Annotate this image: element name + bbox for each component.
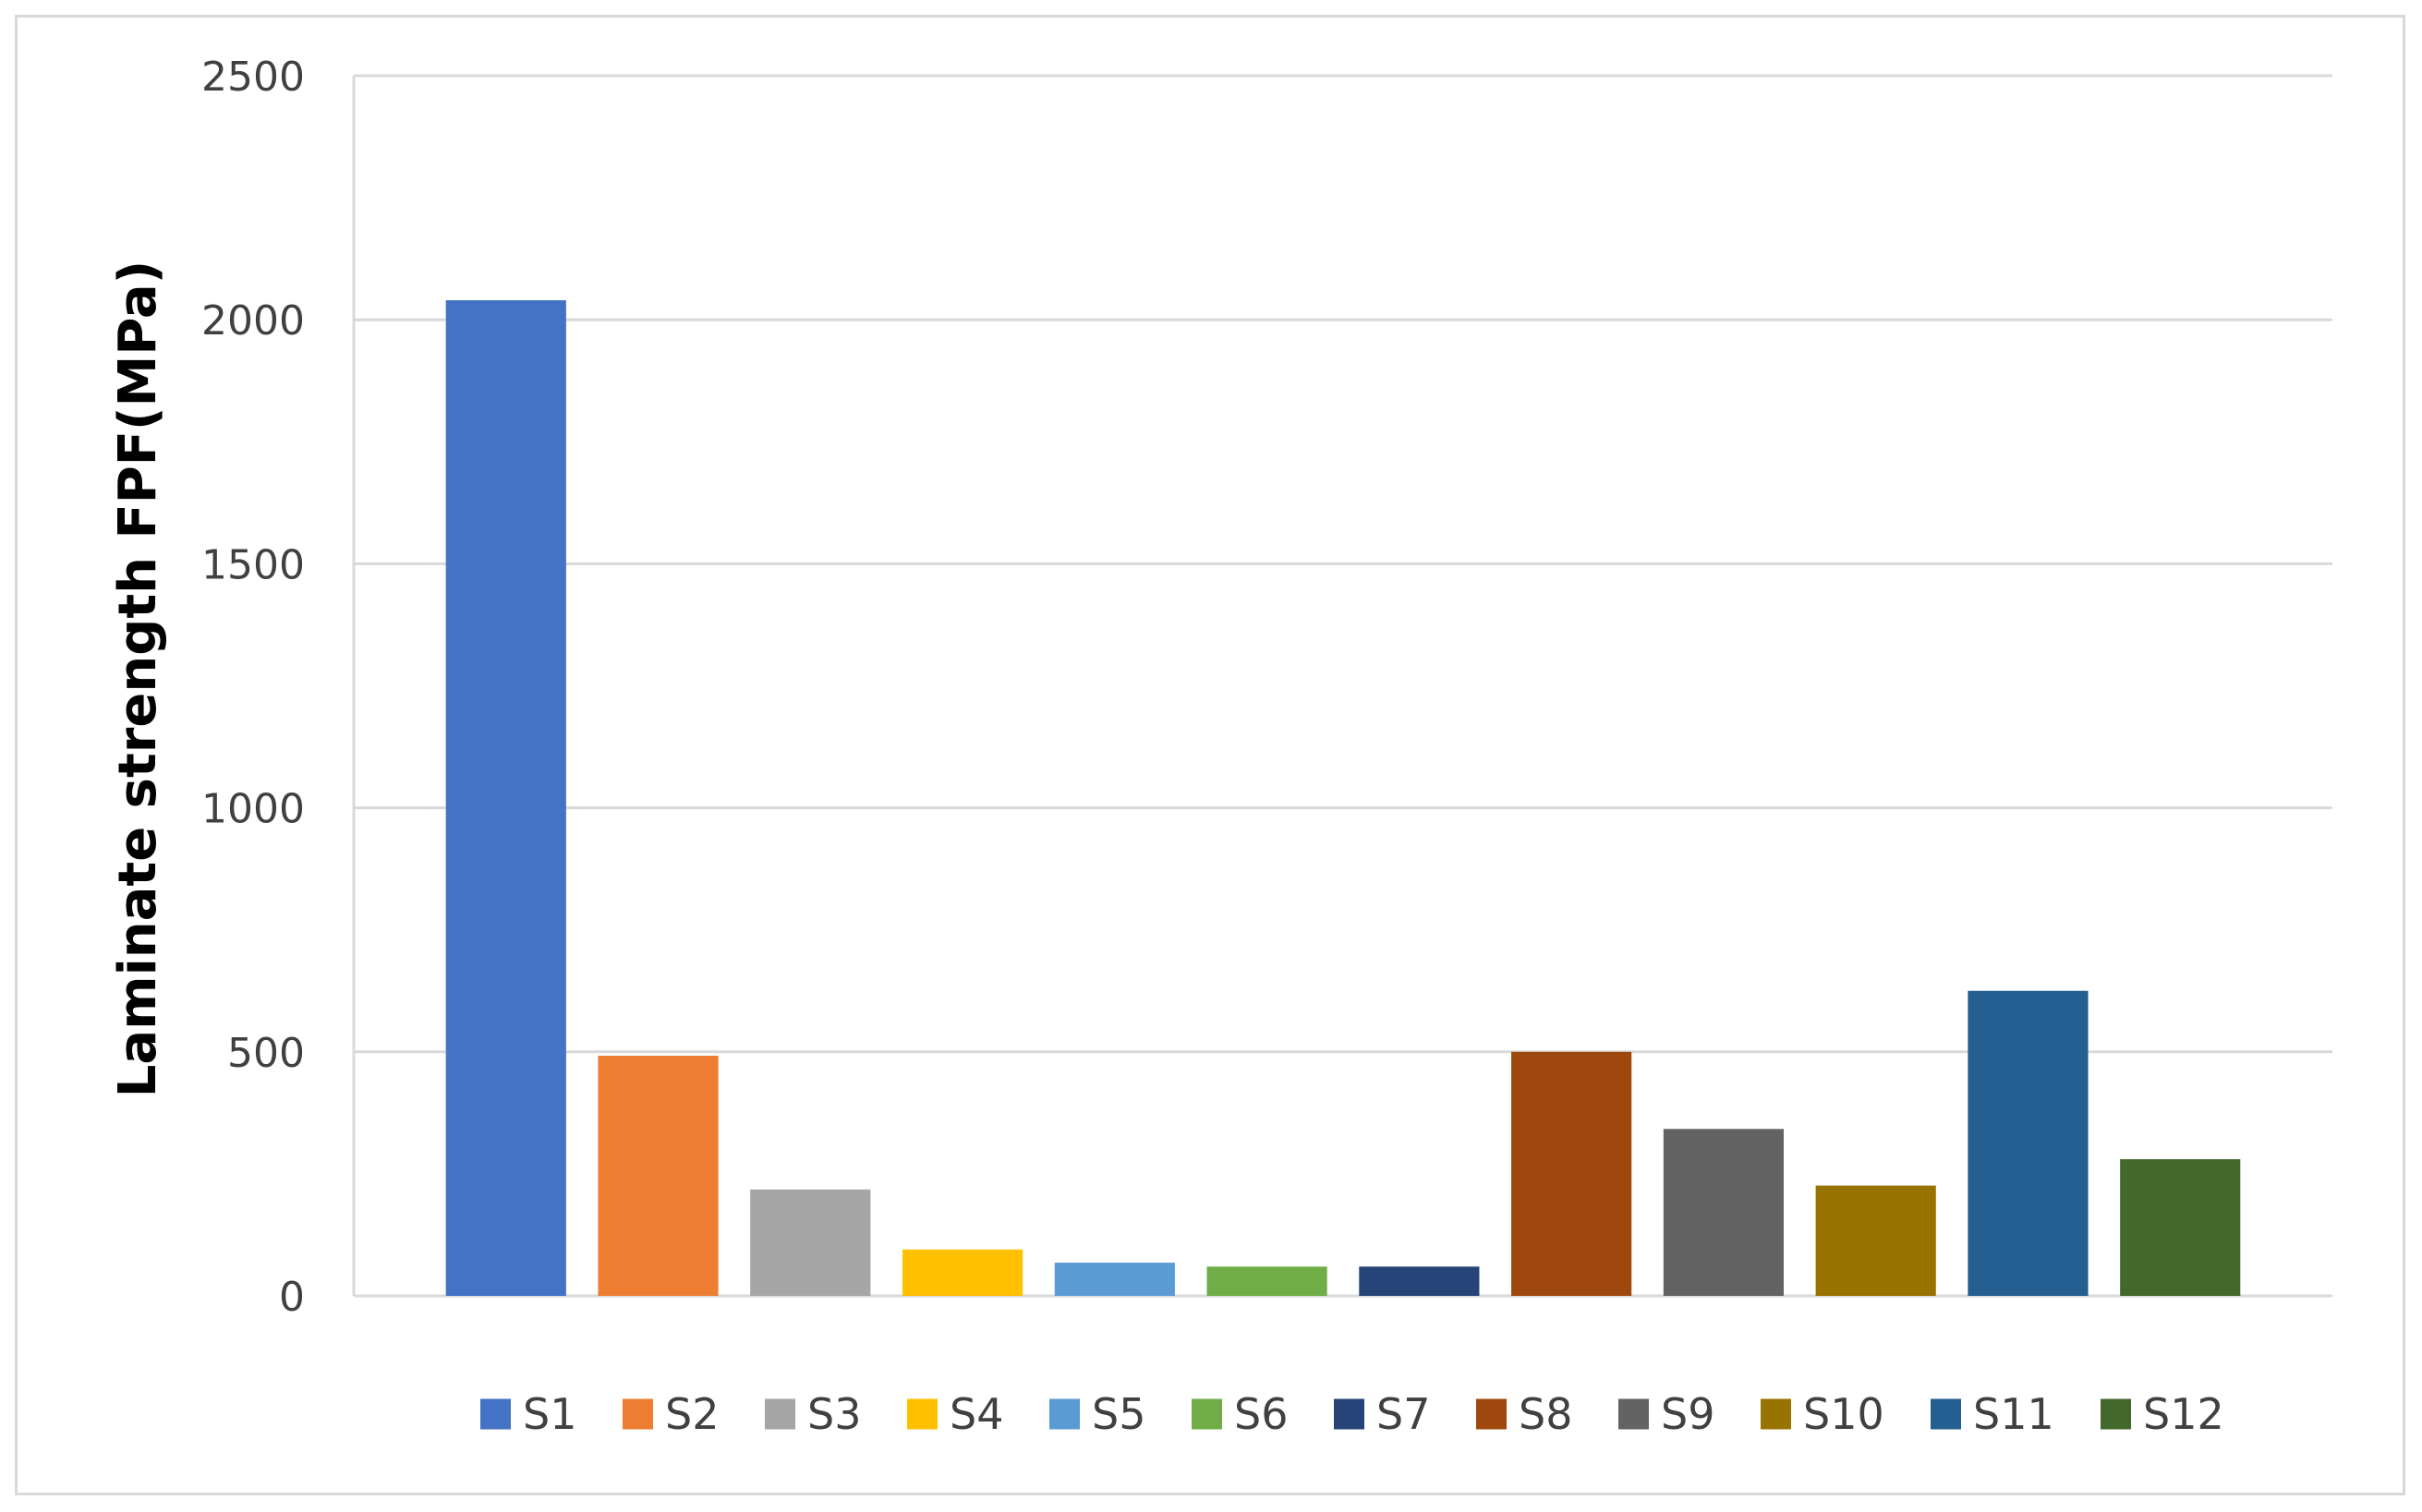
- y-tick-label: 1500: [201, 541, 305, 588]
- legend-swatch: [1334, 1398, 1364, 1430]
- bar-s6: [1206, 1266, 1327, 1296]
- bar-s3: [750, 1189, 871, 1296]
- y-tick-label: 1000: [201, 786, 305, 833]
- bar-s8: [1511, 1051, 1632, 1296]
- legend-item-s12: S12: [2101, 1389, 2224, 1439]
- bar-s11: [1968, 990, 2089, 1296]
- legend-item-s3: S3: [765, 1389, 861, 1439]
- legend-item-s11: S11: [1931, 1389, 2054, 1439]
- legend-item-s6: S6: [1192, 1389, 1288, 1439]
- legend-label: S2: [665, 1389, 719, 1439]
- bar-s12: [2120, 1159, 2241, 1296]
- gridlines: [354, 74, 2332, 1054]
- legend-item-s1: S1: [480, 1389, 576, 1439]
- legend-label: S3: [807, 1389, 861, 1439]
- legend-swatch: [765, 1398, 795, 1430]
- bar-s9: [1663, 1129, 1785, 1296]
- legend-item-s2: S2: [623, 1389, 719, 1439]
- legend-item-s8: S8: [1476, 1389, 1572, 1439]
- legend-label: S1: [523, 1389, 576, 1439]
- y-tick-label: 500: [227, 1030, 305, 1077]
- y-tick-label: 2500: [201, 54, 305, 101]
- legend-swatch: [907, 1398, 938, 1430]
- legend-swatch: [2101, 1398, 2131, 1430]
- legend-swatch: [1476, 1398, 1507, 1430]
- legend-label: S9: [1661, 1389, 1714, 1439]
- legend-label: S8: [1519, 1389, 1572, 1439]
- bar-s4: [902, 1249, 1023, 1296]
- bar-s7: [1359, 1266, 1480, 1296]
- legend-label: S4: [950, 1389, 1003, 1439]
- legend-swatch: [1931, 1398, 1961, 1430]
- bar-s5: [1054, 1263, 1175, 1296]
- legend-swatch: [623, 1398, 653, 1430]
- legend-item-s7: S7: [1334, 1389, 1430, 1439]
- legend-swatch: [1192, 1398, 1222, 1430]
- legend-swatch: [1761, 1398, 1791, 1430]
- legend-item-s4: S4: [907, 1389, 1003, 1439]
- y-tick-label: 0: [279, 1274, 305, 1321]
- legend-label: S12: [2143, 1389, 2224, 1439]
- legend-item-s10: S10: [1761, 1389, 1884, 1439]
- legend-swatch: [480, 1398, 511, 1430]
- y-axis-title: Laminate strength FPF(MPa): [108, 260, 168, 1098]
- bar-s2: [598, 1056, 719, 1296]
- y-tick-labels: 0 500 1000 1500 2000 2500: [201, 54, 305, 1321]
- legend-swatch: [1049, 1398, 1080, 1430]
- bar-s10: [1815, 1185, 1936, 1296]
- bar-s1: [445, 300, 566, 1297]
- legend-label: S11: [1973, 1389, 2054, 1439]
- legend-label: S6: [1234, 1389, 1288, 1439]
- legend-item-s5: S5: [1049, 1389, 1145, 1439]
- legend-label: S10: [1803, 1389, 1884, 1439]
- legend-item-s9: S9: [1618, 1389, 1714, 1439]
- legend: S1 S2 S3 S4 S5 S6 S7 S8 S9 S10 S11 S12: [480, 1389, 2224, 1439]
- legend-label: S7: [1376, 1389, 1430, 1439]
- bars: [445, 300, 2241, 1297]
- legend-label: S5: [1092, 1389, 1145, 1439]
- legend-swatch: [1618, 1398, 1649, 1430]
- y-tick-label: 2000: [201, 297, 305, 345]
